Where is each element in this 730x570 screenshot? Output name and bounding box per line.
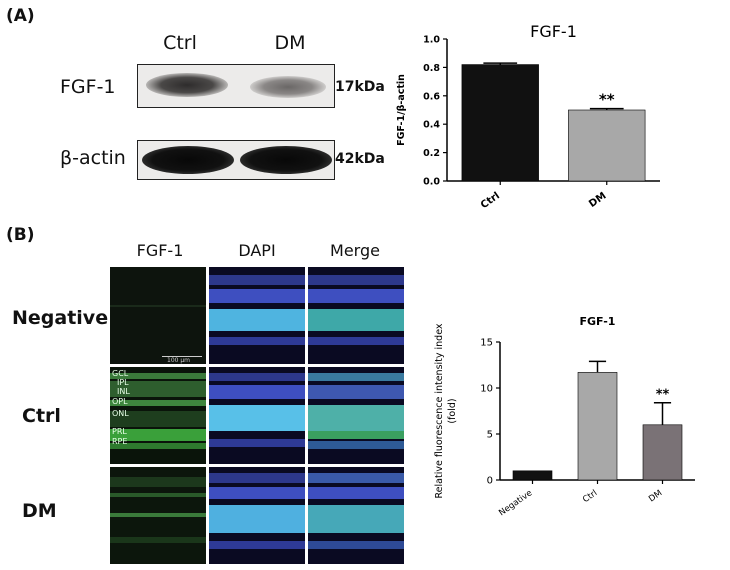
layer-label-inl: INL <box>117 387 130 396</box>
chart-a-title: FGF-1 <box>530 22 577 41</box>
if-col-header-dapi: DAPI <box>238 241 276 260</box>
chart-a-y-tick-label: 0.2 <box>423 148 440 159</box>
chart-b-x-tick-label: DM <box>647 488 664 504</box>
chart-b-bar-ctrl <box>577 372 618 481</box>
wb-row-label-fgf1: FGF-1 <box>60 76 116 98</box>
chart-a-y-tick-label: 0.8 <box>423 63 440 74</box>
if-ctrl-merge <box>308 367 404 464</box>
layer-label-rpe: RPE <box>112 437 128 446</box>
chart-b-title: FGF-1 <box>580 315 616 328</box>
scale-bar-label: 100 μm <box>167 357 191 364</box>
chart-a-significance: ** <box>599 91 615 109</box>
chart-a-y-tick-label: 0.0 <box>423 177 440 188</box>
chart-b-x-tick-label: Negative <box>497 488 534 518</box>
if-ctrl-dapi <box>209 367 305 464</box>
chart-b-significance: ** <box>656 388 670 403</box>
fgf1-band-ctrl <box>146 73 228 97</box>
wb-lane-label-dm: DM <box>274 32 306 54</box>
chart-b: FGF-1 0 5 10 15 Relative fluorescence intensi… <box>434 315 695 518</box>
chart-a-y-label: FGF-1/β-actin <box>396 74 407 146</box>
layer-label-prl: PRL <box>112 427 127 436</box>
if-row-label-negative: Negative <box>12 307 109 329</box>
if-dm-fgf1 <box>110 467 206 564</box>
chart-b-y-tick-label: 5 <box>487 430 493 441</box>
layer-label-onl: ONL <box>112 409 129 418</box>
chart-a-y-tick-label: 0.6 <box>423 91 440 102</box>
actin-blot <box>137 140 335 180</box>
panel-b-label: (B) <box>6 225 35 245</box>
fgf1-size-label: 17kDa <box>335 79 385 95</box>
if-col-header-fgf1: FGF-1 <box>136 241 184 260</box>
layer-label-gcl: GCL <box>112 369 129 378</box>
if-row-label-dm: DM <box>22 500 57 522</box>
actin-band-ctrl <box>142 146 234 174</box>
chart-a-x-tick-label: DM <box>587 190 608 210</box>
actin-size-label: 42kDa <box>335 151 385 167</box>
chart-a-y-tick-label: 0.4 <box>423 120 440 131</box>
actin-band-dm <box>240 146 332 174</box>
chart-a-y-tick-label: 1.0 <box>423 35 440 46</box>
panel-a-label: (A) <box>6 6 35 26</box>
if-negative-fgf1: 100 μm <box>110 267 206 364</box>
chart-b-y-tick-label: 15 <box>480 338 493 349</box>
chart-b-y-label: Relative fluorescence intensity index (fo… <box>434 323 458 498</box>
if-dm-dapi <box>209 467 305 564</box>
chart-b-bar-negative <box>512 470 553 481</box>
chart-a: FGF-1 0.0 0.2 0.4 0.6 0.8 1.0 FGF-1/β-actin Ctrl… <box>396 22 660 211</box>
chart-a-x-tick-label: Ctrl <box>479 190 502 211</box>
chart-b-x-tick-label: Ctrl <box>581 488 599 505</box>
chart-b-y-tick-label: 0 <box>487 476 493 487</box>
chart-a-bar-dm <box>568 109 646 182</box>
if-negative-dapi <box>209 267 305 364</box>
fgf1-blot <box>137 64 335 108</box>
if-dm-merge <box>308 467 404 564</box>
if-negative-merge <box>308 267 404 364</box>
layer-label-ipl: IPL <box>117 378 129 387</box>
fgf1-band-dm <box>250 76 326 98</box>
chart-b-bar-dm <box>642 424 683 481</box>
scale-bar <box>162 356 202 357</box>
if-ctrl-fgf1: GCL IPL INL OPL ONL PRL RPE <box>110 367 206 464</box>
if-col-header-merge: Merge <box>330 241 380 260</box>
if-row-label-ctrl: Ctrl <box>22 405 61 427</box>
wb-lane-label-ctrl: Ctrl <box>163 32 197 54</box>
wb-row-label-actin: β-actin <box>60 147 126 169</box>
layer-label-opl: OPL <box>112 397 128 406</box>
chart-a-bar-ctrl <box>461 64 539 182</box>
chart-b-y-tick-label: 10 <box>480 384 493 395</box>
